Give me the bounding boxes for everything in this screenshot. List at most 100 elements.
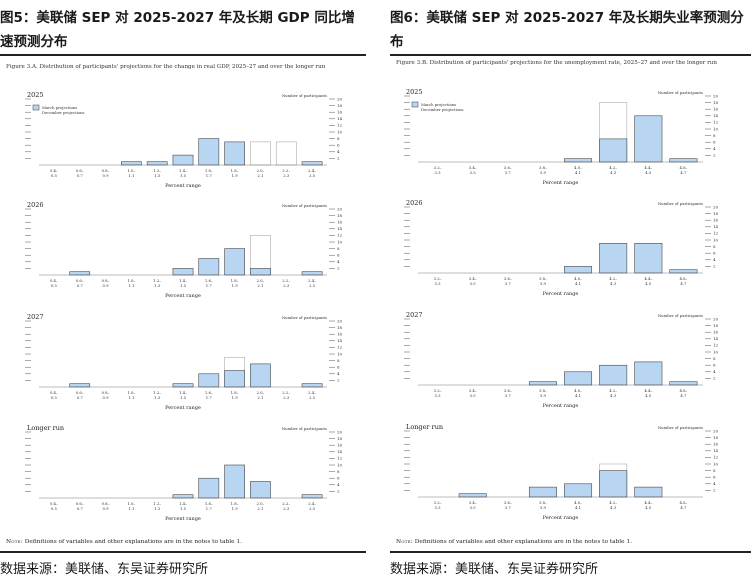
gdp-note-text: Definitions of variables and other expla… [24,539,242,545]
y-tick-label: 2 [713,153,716,158]
march-bar [250,363,271,388]
x-tick-label: 0.8– [102,278,110,283]
y-tick-label: 10 [713,237,719,242]
x-tick-label: 0.5 [51,395,58,400]
x-tick-label: 1.0– [127,501,135,506]
y-tick-label: 4 [713,481,716,486]
x-tick-label: 1.3 [154,173,161,178]
chart-title: Longer run [27,424,64,432]
x-tick-label: 0.7 [77,506,84,511]
y-tick-label: 4 [713,369,716,374]
x-tick-label: 1.9 [232,506,239,511]
x-tick-label: 1.7 [206,173,213,178]
x-tick-label: 1.9 [232,395,239,400]
march-bar [564,266,593,274]
x-tick-label: 2.1 [257,173,263,178]
march-bar [669,269,698,274]
y-tick-label: 10 [713,349,719,354]
x-tick-label: 1.5 [180,283,187,288]
gdp-source: 数据来源：美联储、东吴证券研究所 [0,562,209,577]
y-tick-label: 2 [337,156,340,161]
x-tick-label: 4.1 [575,393,581,398]
x-tick-label: 3.4– [469,276,477,281]
march-bar [69,383,91,388]
x-tick-label: 0.7 [77,173,84,178]
x-tick-label: 2.4– [308,390,316,395]
y-tick-label: 10 [337,239,343,244]
y-tick-label: 12 [713,455,719,460]
x-tick-label: 4.3 [610,281,617,286]
x-tick-label: 1.6– [205,390,213,395]
x-tick-label: 4.0– [574,165,582,170]
y-tick-label: 14 [337,116,343,121]
y-tick-label: 20 [337,429,343,434]
y-tick-label: 20 [713,204,719,209]
chart-7: Longer run Number of participants 2 46 8 1012… [404,423,719,521]
x-tick-label: 3.8– [539,276,547,281]
y-tick-label: 8 [337,469,340,474]
x-tick-label: 4.0– [574,276,582,281]
chart-title: 2025 [27,91,44,99]
y-tick-label: 18 [337,213,343,218]
march-bar [172,154,194,166]
march-bar [172,494,194,499]
x-tick-label: 1.1 [128,506,134,511]
march-bar [224,464,245,499]
x-tick-label: 2.0– [256,390,264,395]
y-tick-label: 4 [713,257,716,262]
march-bar [198,138,220,166]
y-tick-label: 8 [713,133,716,138]
x-tick-label: 1.5 [180,506,187,511]
legend-label-march: March projections [42,105,77,110]
x-tick-label: 3.6– [504,276,512,281]
y-tick-label: 16 [713,107,719,112]
x-tick-label: 4.1 [575,281,581,286]
x-tick-label: 0.6– [76,501,84,506]
y-tick-label: 16 [337,332,343,337]
x-tick-label: 3.5 [470,505,477,510]
x-tick-label: 2.5 [309,395,316,400]
x-tick-label: 4.2– [609,165,617,170]
y-tick-label: 18 [337,325,343,330]
y-tick-label: 12 [713,120,719,125]
x-tick-label: 2.5 [309,283,316,288]
x-tick-label: 2.0– [256,278,264,283]
y-tick-label: 14 [337,449,343,454]
x-tick-label: 3.4– [469,165,477,170]
gdp-figure-caption: Figure 3.A. Distribution of participants… [6,64,326,70]
x-tick-label: 0.8– [102,501,110,506]
y-tick-label: 2 [337,266,340,271]
gdp-note: Note: Definitions of variables and other… [6,539,242,545]
x-tick-label: 1.2– [153,168,161,173]
x-tick-label: 3.6– [504,165,512,170]
y-axis-label: Number of participants [658,313,703,318]
y-axis-label: Number of participants [282,203,327,208]
y-tick-label: 12 [337,233,343,238]
unemployment-panel: 图6：美联储 SEP 对 2025-2027 年及长期失业率预测分布 Figur… [390,0,751,579]
x-tick-label: 4.7 [680,505,687,510]
x-tick-label: 4.5 [645,393,652,398]
y-tick-label: 6 [337,476,340,481]
march-bar [669,381,698,386]
x-tick-label: 4.7 [680,281,687,286]
y-tick-label: 8 [713,356,716,361]
x-tick-label: 1.7 [206,395,213,400]
x-axis-label: Percent range [543,180,579,186]
x-tick-label: 3.6– [504,500,512,505]
march-bar [528,486,557,498]
x-tick-label: 4.4– [644,276,652,281]
x-tick-label: 2.3 [283,283,290,288]
x-tick-label: 0.6– [76,390,84,395]
x-axis-label: Percent range [543,515,579,521]
x-tick-label: 0.4– [50,390,58,395]
march-bar [634,243,663,274]
y-tick-label: 2 [337,378,340,383]
y-tick-label: 16 [713,442,719,447]
y-tick-label: 18 [713,100,719,105]
march-bar [599,470,628,498]
x-tick-label: 3.3 [435,505,442,510]
x-axis-label: Percent range [543,403,579,409]
x-tick-label: 2.1 [257,395,263,400]
